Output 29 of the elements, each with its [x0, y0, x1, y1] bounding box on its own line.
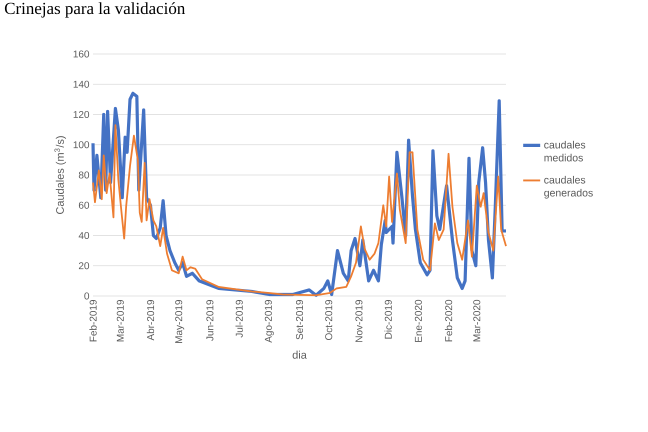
- y-tick-label: 0: [84, 292, 90, 300]
- y-tick-label: 100: [74, 141, 90, 148]
- legend-label: caudales medidos: [544, 140, 586, 162]
- y-axis-title: Caudales (m$^{3}$/s): [54, 136, 66, 214]
- y-tick-label: 140: [74, 80, 90, 88]
- y-tick-label: 60: [78, 202, 90, 209]
- x-tick-label: Jul-2019: [235, 300, 243, 338]
- x-tick-label: Oct-2019: [325, 300, 332, 340]
- y-tick-label: 20: [78, 262, 90, 270]
- x-tick-label: Nov-2019: [355, 300, 362, 342]
- y-tick-label: 160: [74, 50, 90, 58]
- chart-title: Crinejas para la validación: [4, 2, 186, 18]
- x-tick-label: May-2019: [175, 300, 184, 344]
- x-tick-label: Set-2019: [296, 300, 304, 340]
- x-tick-label: Ago-2019: [264, 300, 274, 343]
- line-series: [92, 124, 507, 296]
- y-tick-label: 80: [78, 171, 90, 179]
- x-tick-label: Ene-2020: [414, 300, 422, 342]
- x-tick-label: Jun-2019: [206, 300, 214, 341]
- x-tick-label: Feb-2020: [444, 300, 452, 342]
- y-tick-label: 120: [74, 110, 90, 118]
- x-tick-label: Abr-2019: [146, 300, 154, 340]
- y-tick-label: 40: [78, 232, 90, 240]
- x-axis-title: dia: [292, 350, 307, 359]
- x-tick-label: Dic-2019: [384, 300, 392, 339]
- legend-label: caudales generados: [544, 176, 593, 199]
- x-tick-label: Mar-2019: [116, 300, 124, 342]
- x-tick-label: Mar-2020: [473, 300, 480, 342]
- x-tick-label: Feb-2019: [89, 300, 97, 342]
